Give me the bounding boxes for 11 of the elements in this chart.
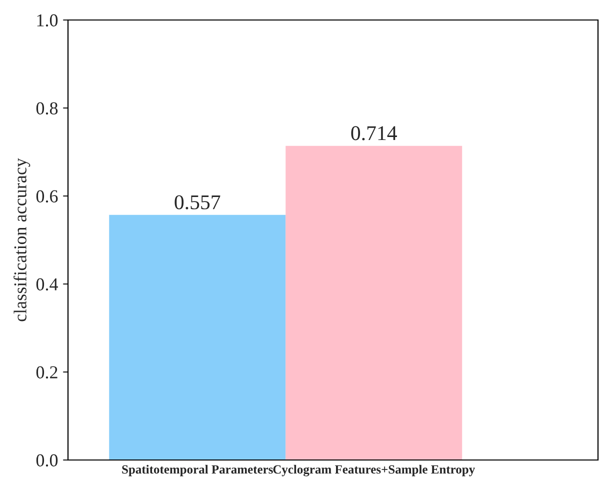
x-tick-label: Spatitotemporal Parameters bbox=[122, 464, 273, 476]
y-tick-label: 0.8 bbox=[36, 102, 58, 115]
y-tick-label: 0.2 bbox=[36, 366, 58, 379]
y-tick-label: 0.6 bbox=[36, 190, 58, 203]
y-tick-label: 0.0 bbox=[36, 454, 58, 467]
data-label: 0.714 bbox=[351, 126, 397, 140]
data-label: 0.557 bbox=[174, 195, 220, 210]
y-tick-label: 1.0 bbox=[37, 14, 58, 27]
y-tick-label: 0.4 bbox=[36, 278, 58, 291]
y-axis-title: classification accuracy bbox=[14, 158, 30, 322]
x-tick-label: Cyclogram Features+Sample Entropy bbox=[273, 464, 475, 476]
